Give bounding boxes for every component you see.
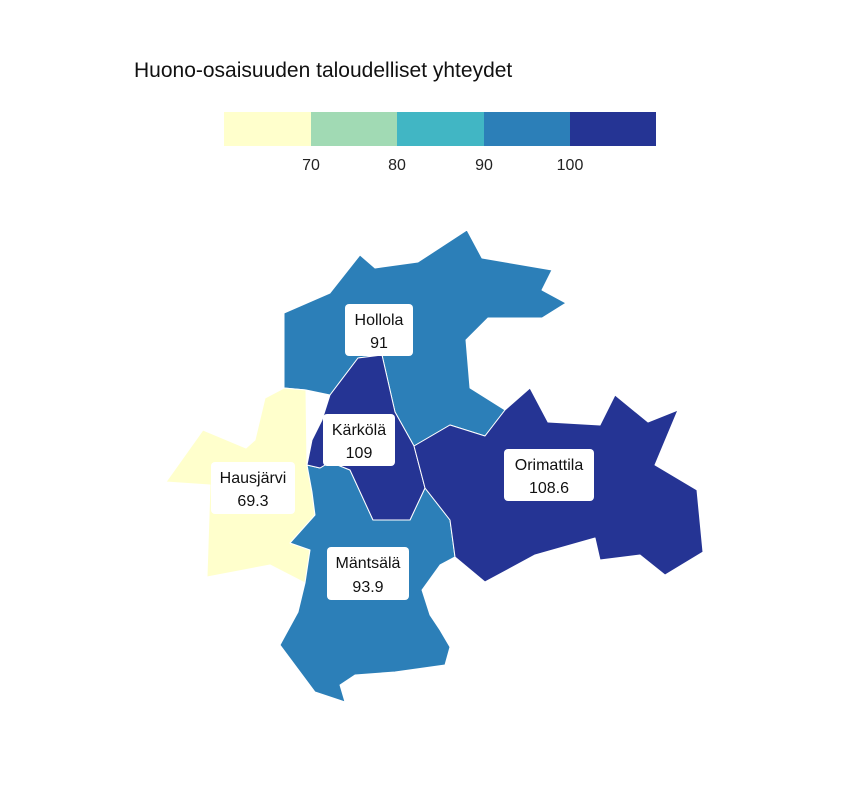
region-value: 91 — [370, 335, 388, 352]
legend-swatch-1 — [224, 112, 311, 146]
legend-swatch-5 — [570, 112, 656, 146]
map-title: Huono-osaisuuden taloudelliset yhteydet — [134, 59, 512, 82]
legend-swatch-3 — [397, 112, 484, 146]
label-box — [327, 547, 409, 600]
region-value: 93.9 — [352, 579, 383, 596]
label-box — [211, 462, 295, 514]
label-hausjarvi: Hausjärvi 69.3 — [211, 462, 295, 514]
label-box — [504, 449, 594, 501]
legend-swatch-4 — [484, 112, 570, 146]
region-value: 108.6 — [529, 480, 569, 497]
label-box — [345, 304, 413, 356]
region-name: Orimattila — [515, 457, 584, 474]
region-name: Hausjärvi — [220, 470, 287, 487]
legend-tick-90: 90 — [475, 157, 493, 174]
region-labels: Hollola 91 Kärkölä 109 Hausjärvi 69.3 Or… — [211, 304, 594, 600]
region-name: Hollola — [355, 312, 404, 329]
label-hollola: Hollola 91 — [345, 304, 413, 356]
label-orimattila: Orimattila 108.6 — [504, 449, 594, 501]
label-box — [323, 414, 395, 466]
region-value: 109 — [346, 445, 373, 462]
legend-tick-80: 80 — [388, 157, 406, 174]
region-name: Kärkölä — [332, 422, 386, 439]
region-name: Mäntsälä — [336, 555, 401, 572]
region-value: 69.3 — [237, 493, 268, 510]
label-karkola: Kärkölä 109 — [323, 414, 395, 466]
color-legend: 70 80 90 100 — [224, 112, 656, 174]
legend-tick-70: 70 — [302, 157, 320, 174]
legend-tick-100: 100 — [557, 157, 584, 174]
legend-swatch-2 — [311, 112, 397, 146]
label-mantsala: Mäntsälä 93.9 — [327, 547, 409, 600]
